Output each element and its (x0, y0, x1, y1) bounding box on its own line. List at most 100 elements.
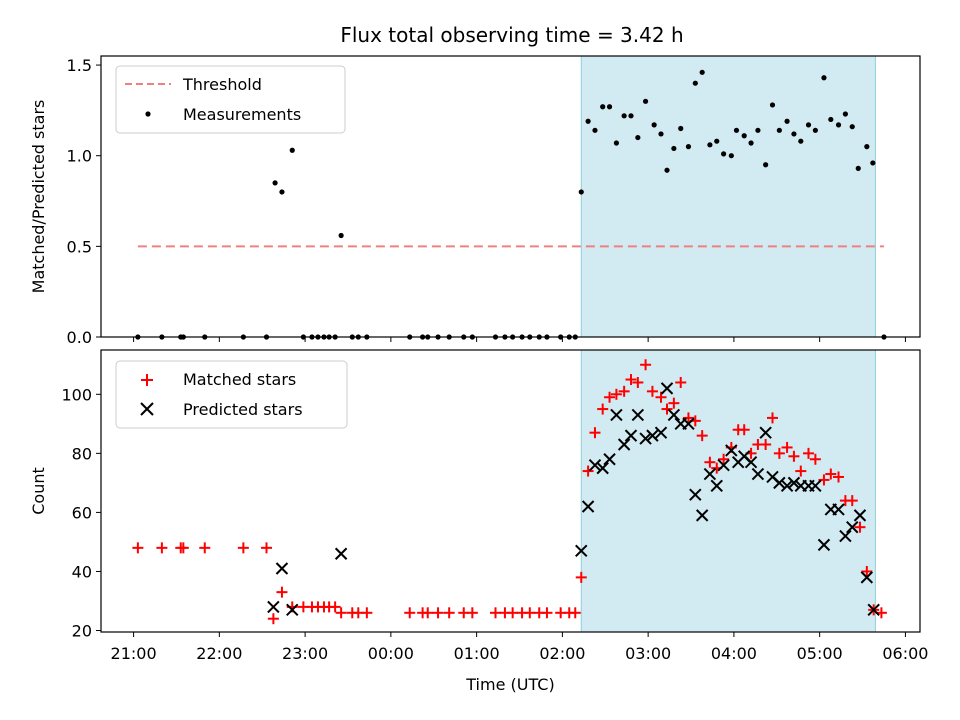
legend-predicted-label: Predicted stars (183, 400, 303, 419)
matched-star-point (718, 453, 730, 465)
legend-threshold-label: Threshold (182, 75, 262, 94)
matched-star-point (833, 471, 845, 483)
matched-star-point (625, 374, 637, 386)
predicted-star-point (725, 444, 738, 457)
predicted-star-mark-b (624, 429, 638, 442)
measurement-point (613, 140, 620, 146)
predicted-star-mark-b (646, 429, 659, 442)
measurement-point (864, 144, 870, 150)
measurement-point (585, 118, 591, 124)
y-tick-label: 0.5 (67, 237, 92, 256)
predicted-star-mark-b (780, 479, 794, 493)
predicted-star-mark-b (832, 503, 845, 516)
predicted-star-point (759, 426, 772, 439)
predicted-star-point (846, 520, 859, 534)
matched-star-point (335, 607, 347, 619)
observing-window-shade-top (580, 55, 876, 338)
predicted-star-point (703, 467, 717, 481)
predicted-star-mark-b (588, 458, 602, 472)
predicted-star-point (817, 538, 831, 552)
matched-star-point (618, 385, 630, 397)
predicted-star-mark-b (787, 476, 801, 490)
measurement-point (338, 232, 344, 239)
predicted-star-point (334, 547, 348, 560)
matched-star-point (704, 456, 716, 468)
predicted-star-point (267, 600, 280, 614)
x-tick-label: 23:00 (282, 644, 328, 663)
measurement-point (578, 189, 584, 195)
matched-star-point (655, 391, 667, 403)
matched-star-point (199, 542, 211, 554)
measurement-point (707, 142, 713, 148)
measurement-point (714, 138, 720, 144)
predicted-star-mark-b (744, 456, 758, 469)
predicted-star-point (660, 382, 674, 395)
predicted-star-point (695, 509, 709, 522)
matched-star-point (696, 430, 708, 442)
legend-matched-label: Matched stars (183, 370, 296, 389)
predicted-star-mark-b (751, 467, 765, 481)
predicted-star-mark-b (267, 600, 280, 614)
bottom-panel: 20 40 60 80 100 21:00 22:00 23:00 00:00 01:00 02:… (29, 349, 928, 694)
matched-star-point (575, 571, 587, 583)
measurement-point (776, 127, 782, 133)
x-tick-label: 03:00 (625, 644, 671, 663)
matched-star-point (156, 542, 168, 554)
predicted-star-mark-b (766, 470, 779, 484)
measurement-point (289, 147, 295, 153)
count-points (132, 359, 887, 625)
matched-star-point (632, 376, 644, 388)
matched-star-point (361, 607, 373, 619)
legend-predicted-swatch (140, 402, 154, 416)
predicted-star-mark-b (334, 547, 348, 560)
measurement-point (651, 122, 657, 128)
y-tick-label: 80 (72, 444, 92, 463)
matched-star-point (422, 607, 434, 619)
measurement-point (678, 125, 684, 132)
predicted-star-point (717, 458, 730, 472)
predicted-star-point (596, 461, 609, 475)
predicted-star-point (744, 456, 758, 469)
measurement-point (628, 113, 634, 119)
top-legend: Threshold Measurements (115, 65, 346, 134)
matched-star-point (682, 412, 694, 424)
measurement-point (635, 134, 641, 141)
predicted-star-point (639, 432, 652, 445)
predicted-star-point (751, 467, 765, 481)
top-panel-frame (100, 55, 921, 338)
measurement-point (763, 162, 769, 168)
predicted-star-mark-b (717, 458, 730, 472)
matched-star-point (404, 607, 416, 619)
predicted-star-point (773, 476, 786, 490)
matched-star-point (640, 359, 652, 371)
bottom-y-ticks: 20 40 60 80 100 (61, 385, 101, 641)
predicted-star-point (617, 438, 631, 451)
predicted-star-mark-b (725, 444, 738, 457)
predicted-star-point (646, 429, 659, 442)
measurement-point (784, 118, 790, 124)
predicted-star-point (588, 458, 602, 472)
matched-star-point (788, 450, 800, 462)
predicted-star-mark-b (853, 509, 867, 522)
matched-star-point (854, 521, 866, 533)
matched-star-point (675, 376, 687, 388)
matched-star-point (276, 586, 288, 598)
x-tick-label: 04:00 (711, 644, 757, 663)
bottom-legend-box (115, 360, 348, 429)
predicted-star-point (581, 500, 595, 513)
measurement-point (769, 102, 776, 108)
predicted-star-point (575, 544, 588, 558)
measurement-point (272, 180, 278, 186)
matched-star-point (597, 403, 609, 415)
matched-star-point (507, 607, 519, 619)
matched-star-point (541, 607, 553, 619)
measurement-point (849, 124, 855, 130)
measurement-point (699, 69, 705, 75)
predicted-star-mark-b (682, 417, 695, 431)
matched-star-point (466, 607, 478, 619)
predicted-star-mark-b (617, 438, 631, 451)
predicted-star-point (809, 479, 822, 493)
predicted-star-point (853, 509, 867, 522)
matched-star-point (825, 468, 837, 480)
measurement-point (748, 140, 754, 146)
